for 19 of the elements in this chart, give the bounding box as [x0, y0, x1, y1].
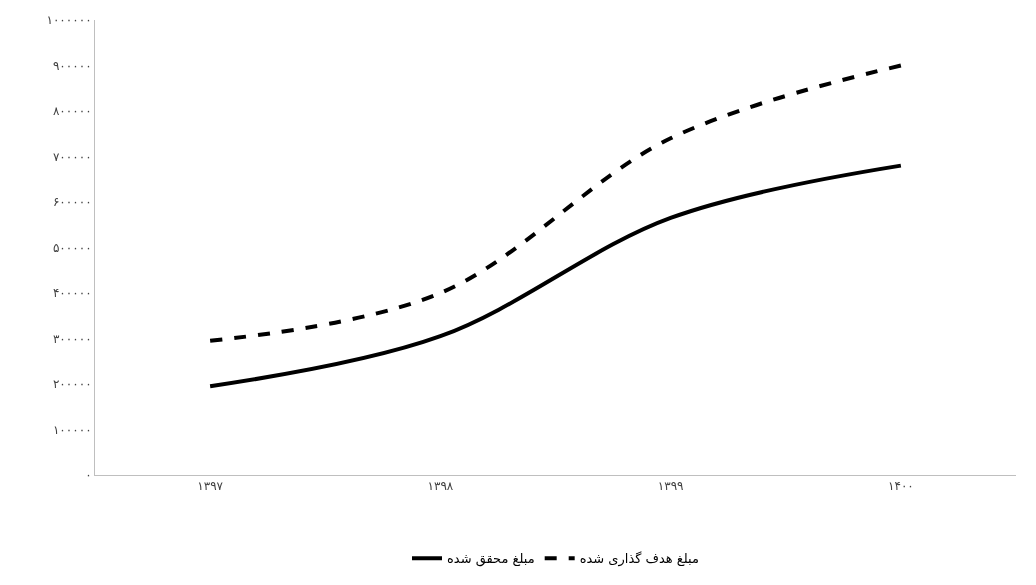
legend-label: مبلغ هدف گذاری شده: [579, 551, 699, 568]
y-tick-label: ۶۰۰۰۰۰: [52, 195, 92, 210]
line-series: [208, 163, 903, 389]
legend-label: مبلغ محقق شده: [447, 551, 535, 568]
x-tick-label: ۱۳۹۸: [427, 479, 454, 494]
y-tick-label: ۱۰۰۰۰۰۰: [46, 13, 92, 28]
y-tick-label: ۰: [85, 468, 92, 483]
x-tick-label: ۱۳۹۹: [657, 479, 684, 494]
x-tick-label: ۱۳۹۷: [197, 479, 224, 494]
x-tick-label: ۱۴۰۰: [887, 479, 914, 494]
y-tick-label: ۸۰۰۰۰۰: [52, 104, 92, 119]
y-tick-label: ۹۰۰۰۰۰: [52, 58, 92, 73]
y-tick-label: ۷۰۰۰۰۰: [52, 149, 92, 164]
y-tick-label: ۵۰۰۰۰۰: [52, 240, 92, 255]
y-tick-label: ۱۰۰۰۰۰: [52, 422, 92, 437]
line-series: [208, 63, 903, 343]
y-tick-label: ۲۰۰۰۰۰: [52, 377, 92, 392]
y-tick-label: ۴۰۰۰۰۰: [52, 286, 92, 301]
y-tick-label: ۳۰۰۰۰۰: [52, 331, 92, 346]
